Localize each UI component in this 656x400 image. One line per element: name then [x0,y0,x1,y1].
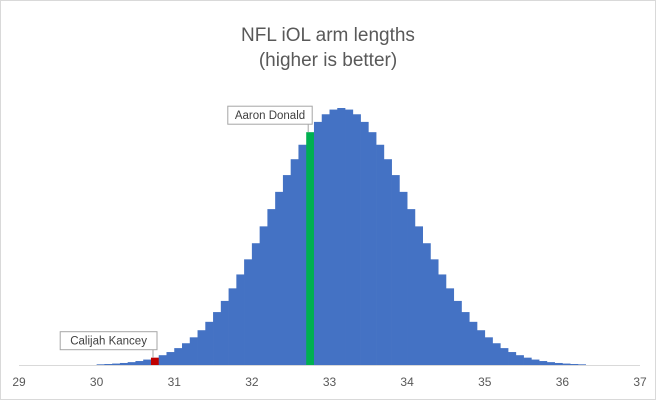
histogram-bar [213,312,222,365]
x-axis-ticks: 29 30 31 32 33 34 35 36 37 [12,375,647,389]
histogram-bar [313,121,323,365]
chart-subtitle: (higher is better) [258,50,398,71]
x-tick-label: 33 [323,375,337,389]
histogram-bar [290,159,299,365]
histogram-bar [562,363,571,365]
histogram-bar [570,364,579,365]
x-tick-label: 36 [556,375,570,389]
x-tick-label: 35 [478,375,492,389]
histogram-bar [508,352,517,365]
histogram-bar [531,359,540,365]
histogram-bar [259,226,268,365]
histogram-bar [197,330,206,365]
histogram-bar [220,300,229,365]
x-tick-label: 32 [245,375,259,389]
histogram-bar [104,364,113,365]
histogram-bar [383,159,392,365]
histogram-bar [492,343,501,365]
callout-label-aaron-donald: Aaron Donald [235,110,305,122]
histogram-bar [430,259,439,365]
histogram-bar [143,359,152,365]
histogram-bar [469,321,478,365]
histogram-bar [321,114,330,366]
histogram-bar [275,191,284,365]
callout-box-aaron-donald [227,105,313,125]
histogram-bar [205,321,214,365]
histogram-bar [476,330,486,365]
annotations: Aaron Donald Calijah Kancey [59,105,313,358]
histogram-bar [267,209,276,365]
histogram-bar [228,288,237,365]
histogram-bar [345,109,354,365]
histogram-bar [182,343,191,365]
histogram-bar [422,243,431,365]
x-tick-label: 29 [12,375,26,389]
callout-box-calijah-kancey [59,331,158,351]
histogram-bar [282,175,292,365]
histogram-bar [251,243,260,365]
histogram-bar [174,348,183,365]
highlight-bar-calijah-kancey [150,357,160,365]
histogram-bar [360,121,369,365]
histogram-bar [119,362,129,365]
histogram-bar [399,191,408,365]
highlight-bar-aaron-donald [306,132,315,365]
histogram-bar [523,357,532,365]
histogram-bar [158,355,167,365]
histogram-bar [368,132,377,365]
histogram-bar [445,288,455,365]
histogram-bar [539,361,548,365]
histogram-bar [546,362,555,365]
callout-label-calijah-kancey: Calijah Kancey [70,336,147,348]
histogram-bar [484,337,493,365]
histogram-bar [127,362,136,365]
histogram-bar [577,364,587,365]
histogram-bar [391,175,400,365]
histogram-bar [329,109,338,365]
histogram-bars [96,108,587,366]
histogram-bar [461,312,470,365]
histogram-bar [500,348,509,365]
histogram-bar [96,364,105,365]
histogram-bar [135,361,144,365]
x-tick-label: 37 [633,375,647,389]
histogram-bar [515,355,524,365]
histogram-bar [453,300,462,365]
histogram-bar [236,274,245,365]
histogram-bar [166,352,175,365]
x-tick-label: 34 [400,375,414,389]
histogram-bar [337,108,346,365]
histogram-bar [438,274,447,365]
histogram-bar [407,209,416,365]
histogram-bar [352,114,361,366]
histogram-bar [554,362,563,365]
chart-title: NFL iOL arm lengths [241,25,415,46]
histogram-bar [244,259,253,365]
x-tick-label: 30 [90,375,104,389]
histogram-bar [112,363,121,365]
histogram-bar [298,144,307,365]
histogram-bar [376,144,385,365]
histogram-bar [414,226,423,365]
histogram-bar [189,337,198,365]
x-tick-label: 31 [168,375,182,389]
